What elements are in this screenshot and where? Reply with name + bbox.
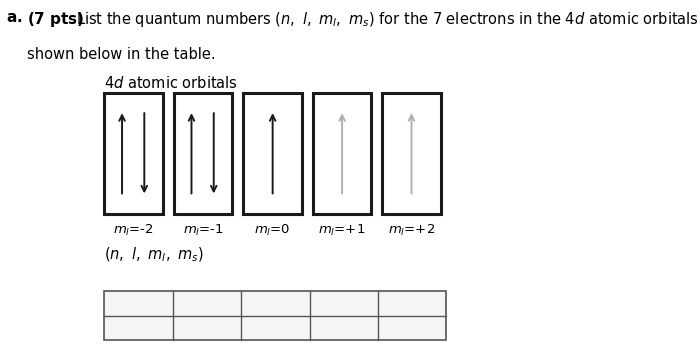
Text: $\mathbf{a.}$: $\mathbf{a.}$	[6, 10, 22, 25]
Text: List the quantum numbers $(n,\ l,\ m_l,\ m_s)$ for the 7 electrons in the 4$d$ a: List the quantum numbers $(n,\ l,\ m_l,\…	[76, 10, 699, 29]
Text: $m_l$=-2: $m_l$=-2	[113, 223, 154, 238]
Text: $m_l$=+1: $m_l$=+1	[318, 223, 365, 238]
Text: $m_l$=0: $m_l$=0	[254, 223, 291, 238]
Text: $m_l$=-1: $m_l$=-1	[183, 223, 224, 238]
Bar	[104, 93, 163, 214]
Text: $(n,\ l,\ m_l,\ m_s)$: $(n,\ l,\ m_l,\ m_s)$	[104, 245, 204, 264]
Bar	[244, 93, 302, 214]
Bar	[104, 291, 446, 340]
Text: shown below in the table.: shown below in the table.	[27, 47, 216, 62]
Bar	[382, 93, 441, 214]
Text: $\bf{(7\ pts)}$: $\bf{(7\ pts)}$	[27, 10, 85, 29]
Bar	[313, 93, 372, 214]
Text: 4$d$ atomic orbitals: 4$d$ atomic orbitals	[104, 75, 239, 91]
Bar	[174, 93, 232, 214]
Text: $m_l$=+2: $m_l$=+2	[388, 223, 435, 238]
